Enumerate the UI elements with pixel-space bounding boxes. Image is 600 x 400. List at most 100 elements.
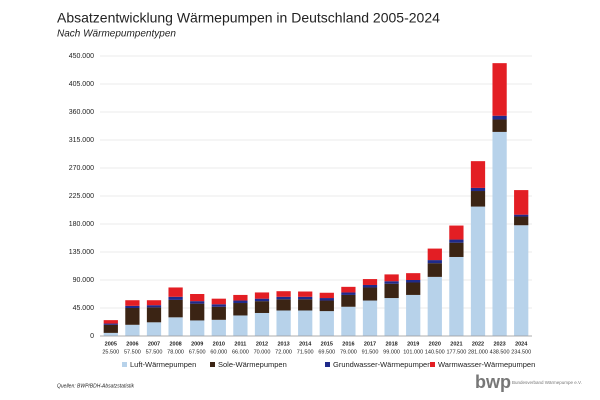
total-label: 91.500 bbox=[362, 349, 379, 355]
bar-segment bbox=[168, 317, 183, 336]
total-label: 67.500 bbox=[189, 349, 206, 355]
bar-segment bbox=[276, 291, 291, 297]
bar-segment bbox=[514, 214, 529, 217]
y-tick-label: 270.000 bbox=[69, 165, 94, 172]
bar-segment bbox=[146, 307, 162, 323]
bar-segment bbox=[103, 332, 118, 336]
y-tick-label: 180.000 bbox=[69, 221, 94, 228]
y-tick-label: 405.000 bbox=[69, 81, 94, 88]
bar-segment bbox=[514, 225, 529, 336]
bar-segment bbox=[211, 319, 226, 336]
bar-segment bbox=[233, 300, 248, 304]
total-label: 72.000 bbox=[275, 349, 292, 355]
legend-swatch bbox=[430, 362, 435, 367]
bar-segment bbox=[492, 63, 507, 116]
total-label: 234.500 bbox=[511, 349, 531, 355]
bar-segment bbox=[492, 131, 507, 336]
total-label: 438.500 bbox=[490, 349, 510, 355]
x-tick-label: 2009 bbox=[191, 341, 203, 347]
total-label: 66.000 bbox=[232, 349, 249, 355]
bar-segment bbox=[211, 304, 226, 307]
total-label: 99.000 bbox=[383, 349, 400, 355]
bar-segment bbox=[125, 324, 140, 336]
x-tick-label: 2018 bbox=[385, 341, 397, 347]
total-label: 69.500 bbox=[318, 349, 335, 355]
x-tick-label: 2022 bbox=[472, 341, 484, 347]
bar-segment bbox=[470, 191, 486, 207]
bar-segment bbox=[362, 279, 378, 285]
bar-segment bbox=[254, 312, 270, 336]
bar-segment bbox=[362, 300, 378, 336]
total-label: 79.000 bbox=[340, 349, 357, 355]
bar-segment bbox=[384, 283, 399, 299]
bar-segment bbox=[427, 260, 442, 264]
logo-text: Bundesverband Wärmepumpe e.V. bbox=[512, 380, 582, 385]
bar-segment bbox=[449, 242, 464, 257]
bar-segment bbox=[298, 291, 313, 297]
bar-segment bbox=[190, 294, 205, 302]
y-tick-label: 135.000 bbox=[69, 249, 94, 256]
bar-segment bbox=[319, 298, 334, 301]
bar-segment bbox=[319, 292, 334, 299]
bar-segment bbox=[427, 276, 442, 336]
total-label: 281.000 bbox=[468, 349, 488, 355]
bar-segment bbox=[146, 305, 162, 308]
bar-segment bbox=[406, 282, 421, 295]
bar-segment bbox=[168, 299, 183, 318]
bar-segment bbox=[514, 216, 529, 226]
y-tick-label: 45.000 bbox=[73, 305, 95, 312]
bar-segment bbox=[254, 298, 270, 302]
total-label: 177.500 bbox=[446, 349, 466, 355]
bar-segment bbox=[406, 294, 421, 336]
total-label: 140.500 bbox=[425, 349, 445, 355]
bar-segment bbox=[254, 301, 270, 313]
bar-segment bbox=[190, 303, 205, 321]
x-tick-label: 2014 bbox=[299, 341, 312, 347]
x-tick-label: 2011 bbox=[234, 341, 246, 347]
bar-segment bbox=[341, 286, 356, 293]
bar-segment bbox=[319, 300, 334, 312]
x-tick-label: 2021 bbox=[450, 341, 462, 347]
total-label: 101.000 bbox=[403, 349, 423, 355]
y-tick-label: 450.000 bbox=[69, 53, 94, 60]
bar-segment bbox=[254, 292, 270, 299]
bar-segment bbox=[449, 256, 464, 336]
bar-segment bbox=[298, 296, 313, 300]
bar-segment bbox=[125, 300, 140, 306]
bar-segment bbox=[427, 263, 442, 277]
bar-segment bbox=[103, 323, 118, 325]
bar-segment bbox=[319, 311, 334, 336]
bar-segment bbox=[146, 322, 162, 336]
bar-segment bbox=[384, 281, 399, 284]
y-tick-label: 225.000 bbox=[69, 193, 94, 200]
y-tick-label: 0 bbox=[90, 333, 94, 340]
bar-segment bbox=[470, 206, 486, 336]
x-tick-label: 2017 bbox=[364, 341, 376, 347]
legend-swatch bbox=[325, 362, 330, 367]
bar-segment bbox=[384, 274, 399, 282]
bar-segment bbox=[168, 296, 183, 300]
bar-segment bbox=[276, 299, 291, 311]
bar-segment bbox=[514, 190, 529, 215]
total-label: 78.000 bbox=[167, 349, 184, 355]
bar-segment bbox=[362, 284, 378, 288]
bar-segment bbox=[362, 287, 378, 301]
bar-segment bbox=[449, 225, 464, 240]
bar-segment bbox=[146, 300, 162, 306]
legend-label: Grundwasser-Wärmepumpen bbox=[333, 360, 431, 369]
x-tick-label: 2007 bbox=[148, 341, 160, 347]
bar-segment bbox=[190, 301, 205, 304]
bar-segment bbox=[103, 324, 118, 333]
x-tick-label: 2016 bbox=[342, 341, 354, 347]
y-tick-label: 90.000 bbox=[73, 277, 95, 284]
bar-segment bbox=[470, 161, 486, 188]
x-tick-label: 2023 bbox=[493, 341, 505, 347]
x-tick-label: 2006 bbox=[126, 341, 138, 347]
bar-segment bbox=[233, 303, 248, 316]
legend-label: Warmwasser-Wärmepumpen bbox=[438, 360, 535, 369]
bar-segment bbox=[406, 280, 421, 283]
legend-swatch bbox=[122, 362, 127, 367]
bar-segment bbox=[449, 239, 464, 243]
source: Quellen: BWP/BDH-Absatzstatistik bbox=[57, 383, 134, 389]
bar-segment bbox=[298, 310, 313, 336]
